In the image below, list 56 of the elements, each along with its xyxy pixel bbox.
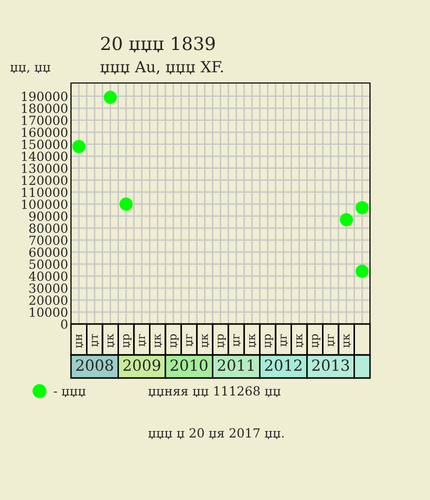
y-tick-label: 130000 [22, 164, 68, 174]
y-tick-label: 100000 [22, 200, 68, 210]
x-tick-label: џг [280, 334, 288, 346]
y-tick-label: 40000 [28, 272, 68, 281]
chart-title: 20 џџџ 1839 [101, 36, 215, 52]
point [72, 140, 86, 154]
x-tick-label: џр [170, 334, 179, 348]
x-tick-label: џк [344, 334, 351, 348]
x-tick-label: џк [249, 334, 257, 348]
x-tick-label: џг [234, 334, 241, 346]
y-tick-label: 50000 [30, 260, 68, 269]
y-tick-label: 190000 [22, 92, 68, 102]
point [356, 201, 369, 214]
x-tick-label: џр [123, 334, 132, 348]
x-tick-label: џр [312, 334, 320, 348]
text: џџџ џ 20 џя 2017 џџ. [148, 428, 284, 440]
point [119, 198, 133, 211]
y-tick-label: 160000 [22, 128, 68, 138]
x-tick-label: џк [108, 334, 115, 348]
y-tick-label: 120000 [22, 176, 68, 186]
x-tick-label: џр [264, 334, 274, 348]
x-tick-label: џг [186, 334, 194, 346]
x-tick-label: џк [154, 334, 162, 348]
y-tick-label: 80000 [29, 224, 68, 234]
x-tick-label: џн [76, 334, 84, 348]
y-tick-label: 180000 [22, 104, 68, 114]
text: 2011 [218, 359, 254, 371]
y-tick-label: 30000 [29, 284, 68, 293]
y-tick-label: 140000 [22, 152, 68, 162]
text: 2010 [170, 359, 208, 371]
legend-label: - џџџ [54, 388, 86, 398]
x-tick-label: џт [92, 334, 100, 347]
x-tick-label: џг [139, 334, 146, 346]
text: 2013 [312, 359, 349, 371]
x-tick-label: џр [218, 334, 226, 348]
text: 2012 [265, 359, 302, 371]
text: џџняя џџ 111268 џџ [148, 386, 281, 398]
text: 2008 [76, 359, 114, 371]
y-tick-label: 150000 [22, 140, 68, 150]
point [356, 264, 369, 278]
x-tick-label: џг [328, 334, 336, 346]
x-tick-label: џк [202, 334, 210, 348]
y-tick-label: 20000 [29, 295, 68, 305]
x-tick-label: џк [296, 334, 304, 348]
text: 2009 [123, 359, 160, 371]
y-tick-label: 70000 [30, 236, 68, 245]
y-tick-label: 0 [61, 319, 68, 329]
y-tick-label: 90000 [29, 212, 68, 222]
y-axis-title: џџ, џџ [10, 64, 50, 74]
point [340, 213, 353, 226]
point [104, 90, 117, 104]
y-tick-label: 170000 [22, 116, 68, 126]
y-tick-label: 60000 [29, 248, 68, 257]
y-tick-label: 110000 [22, 188, 68, 198]
chart-subtitle: џџџ Au, џџџ XF. [100, 61, 223, 74]
y-tick-label: 10000 [30, 307, 68, 317]
